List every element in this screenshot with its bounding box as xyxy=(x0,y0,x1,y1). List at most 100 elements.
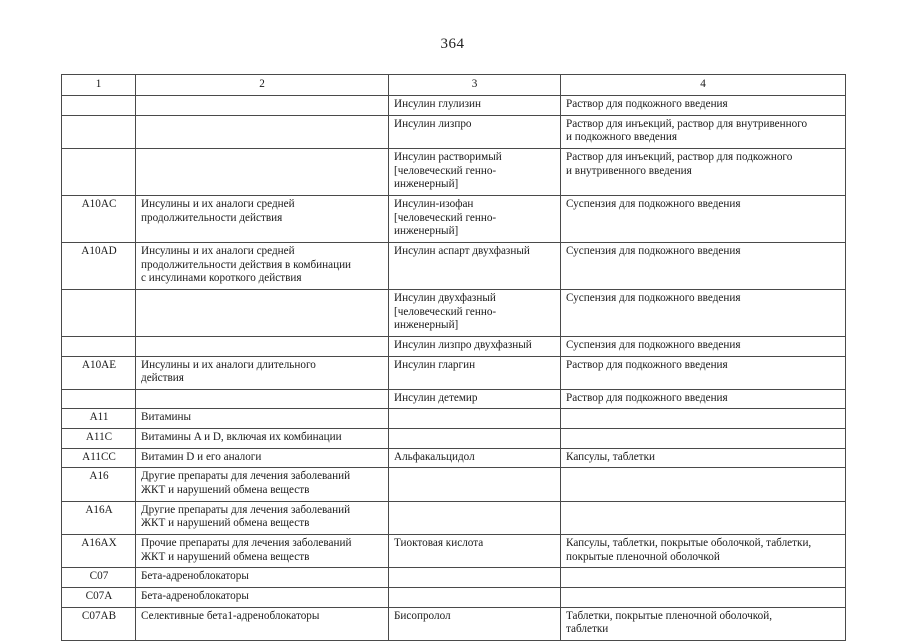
cell-atc-code: C07 xyxy=(61,567,136,589)
table-row: Инсулин детемир Раствор для подкожного вв… xyxy=(61,388,846,410)
cell-atc-code xyxy=(61,388,136,410)
table-row: C07 Бета-адреноблокаторы xyxy=(61,567,846,589)
cell-dosage-form: Раствор для подкожного введения xyxy=(560,355,846,390)
cell-atc-code xyxy=(61,95,136,116)
cell-inn-name: Инсулин детемир xyxy=(388,388,561,410)
table-row: Инсулин лизпро двухфазный Суспензия для п… xyxy=(61,335,846,357)
cell-dosage-form: Капсулы, таблетки, покрытые оболочкой, т… xyxy=(560,534,846,569)
cell-pharm-group: Бета-адреноблокаторы xyxy=(135,567,389,589)
page-number: 364 xyxy=(440,36,465,52)
cell-inn-name xyxy=(388,587,561,608)
cell-dosage-form xyxy=(560,428,846,449)
cell-inn-name xyxy=(388,567,561,589)
cell-inn-name xyxy=(388,500,561,536)
cell-inn-name: Инсулин глулизин xyxy=(388,95,561,116)
cell-atc-code xyxy=(61,114,136,149)
cell-atc-code xyxy=(61,335,136,357)
cell-atc-code xyxy=(61,147,136,196)
cell-pharm-group: Другие препараты для лечения заболеваний… xyxy=(135,467,389,502)
cell-dosage-form: Суспензия для подкожного введения xyxy=(560,194,846,243)
table-header: 1 2 3 4 xyxy=(61,74,846,96)
cell-dosage-form xyxy=(560,587,846,608)
cell-pharm-group xyxy=(135,95,389,116)
table-row: A10AC Инсулины и их аналоги средней продол… xyxy=(61,194,846,243)
cell-inn-name: Инсулин аспарт двухфазный xyxy=(388,241,561,290)
table-row: A10AD Инсулины и их аналоги средней продол… xyxy=(61,241,846,290)
cell-atc-code: A16 xyxy=(61,467,136,502)
cell-atc-code: C07AB xyxy=(61,606,136,641)
cell-inn-name: Инсулин лизпро xyxy=(388,114,561,149)
table-row: Инсулин лизпро Раствор для инъекций, раст… xyxy=(61,114,846,149)
cell-dosage-form: Капсулы, таблетки xyxy=(560,447,846,469)
cell-inn-name: Альфакальцидол xyxy=(388,447,561,469)
table-header-row: 1 2 3 4 xyxy=(61,74,846,96)
table-row: C07AB Селективные бета1-адреноблокаторы Би… xyxy=(61,606,846,641)
cell-pharm-group: Инсулины и их аналоги длительного действи… xyxy=(135,355,389,390)
cell-dosage-form: Раствор для инъекций, раствор для подкож… xyxy=(560,147,846,196)
table-row: Инсулин двухфазный [человеческий генно-ин… xyxy=(61,288,846,337)
table-row: A16A Другие препараты для лечения заболев… xyxy=(61,500,846,536)
table-body: Инсулин глулизин Раствор для подкожного в… xyxy=(61,95,846,641)
cell-atc-code: A16A xyxy=(61,500,136,536)
cell-dosage-form xyxy=(560,567,846,589)
cell-dosage-form xyxy=(560,467,846,502)
table-row: A16AX Прочие препараты для лечения заболе… xyxy=(61,534,846,569)
cell-pharm-group: Бета-адреноблокаторы xyxy=(135,587,389,608)
cell-pharm-group: Селективные бета1-адреноблокаторы xyxy=(135,606,389,641)
cell-pharm-group xyxy=(135,288,389,337)
column-header-3: 3 xyxy=(388,74,561,96)
cell-dosage-form xyxy=(560,408,846,430)
cell-atc-code: C07A xyxy=(61,587,136,608)
cell-dosage-form: Суспензия для подкожного введения xyxy=(560,241,846,290)
column-header-2: 2 xyxy=(135,74,389,96)
cell-pharm-group: Витамины xyxy=(135,408,389,430)
column-header-1: 1 xyxy=(61,74,136,96)
cell-atc-code: A11CC xyxy=(61,447,136,469)
cell-inn-name xyxy=(388,428,561,449)
cell-dosage-form: Таблетки, покрытые пленочной оболочкой, т… xyxy=(560,606,846,641)
table-row: A11 Витамины xyxy=(61,408,846,430)
cell-pharm-group: Прочие препараты для лечения заболеваний… xyxy=(135,534,389,569)
cell-atc-code: A10AD xyxy=(61,241,136,290)
column-header-4: 4 xyxy=(560,74,846,96)
cell-atc-code: A11 xyxy=(61,408,136,430)
cell-pharm-group xyxy=(135,114,389,149)
cell-inn-name xyxy=(388,467,561,502)
cell-atc-code: A10AC xyxy=(61,194,136,243)
cell-atc-code: A16AX xyxy=(61,534,136,569)
cell-dosage-form: Раствор для подкожного введения xyxy=(560,388,846,410)
cell-inn-name: Инсулин растворимый [человеческий генно-и… xyxy=(388,147,561,196)
cell-pharm-group xyxy=(135,147,389,196)
cell-inn-name: Инсулин гларгин xyxy=(388,355,561,390)
table-row: A10AE Инсулины и их аналоги длительного де… xyxy=(61,355,846,390)
cell-dosage-form: Раствор для инъекций, раствор для внутри… xyxy=(560,114,846,149)
cell-inn-name: Бисопролол xyxy=(388,606,561,641)
cell-atc-code xyxy=(61,288,136,337)
table-row: A11C Витамины A и D, включая их комбинаци… xyxy=(61,428,846,449)
cell-pharm-group xyxy=(135,335,389,357)
cell-inn-name: Инсулин двухфазный [человеческий генно-ин… xyxy=(388,288,561,337)
cell-dosage-form: Суспензия для подкожного введения xyxy=(560,288,846,337)
table-row: A11CC Витамин D и его аналоги Альфакальцид… xyxy=(61,447,846,469)
cell-dosage-form: Раствор для подкожного введения xyxy=(560,95,846,116)
cell-atc-code: A10AE xyxy=(61,355,136,390)
cell-dosage-form: Суспензия для подкожного введения xyxy=(560,335,846,357)
table-row: C07A Бета-адреноблокаторы xyxy=(61,587,846,608)
cell-pharm-group: Инсулины и их аналоги средней продолжител… xyxy=(135,194,389,243)
cell-pharm-group: Витамины A и D, включая их комбинации xyxy=(135,428,389,449)
atc-drug-table: 1 2 3 4 Инсулин глулизин Раствор для подк… xyxy=(61,74,846,641)
cell-pharm-group: Инсулины и их аналоги средней продолжител… xyxy=(135,241,389,290)
table-row: Инсулин глулизин Раствор для подкожного в… xyxy=(61,95,846,116)
cell-pharm-group xyxy=(135,388,389,410)
cell-inn-name: Тиоктовая кислота xyxy=(388,534,561,569)
cell-pharm-group: Витамин D и его аналоги xyxy=(135,447,389,469)
cell-inn-name xyxy=(388,408,561,430)
table-row: A16 Другие препараты для лечения заболева… xyxy=(61,467,846,502)
cell-pharm-group: Другие препараты для лечения заболеваний… xyxy=(135,500,389,536)
cell-inn-name: Инсулин-изофан [человеческий генно-инжене… xyxy=(388,194,561,243)
cell-atc-code: A11C xyxy=(61,428,136,449)
cell-inn-name: Инсулин лизпро двухфазный xyxy=(388,335,561,357)
cell-dosage-form xyxy=(560,500,846,536)
table-row: Инсулин растворимый [человеческий генно-и… xyxy=(61,147,846,196)
